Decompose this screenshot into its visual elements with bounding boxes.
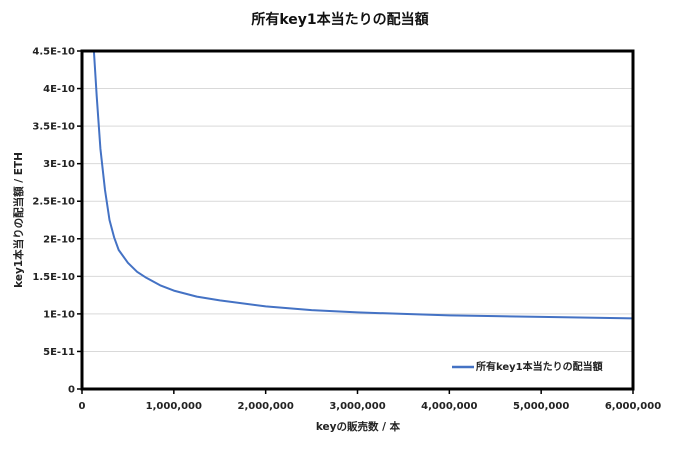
chart-title: 所有key1本当たりの配当額	[251, 11, 428, 28]
legend: 所有key1本当たりの配当額	[452, 360, 603, 373]
y-tick-label: 4E-10	[43, 84, 75, 95]
y-tick-label: 0	[68, 385, 75, 396]
y-tick-label: 2.5E-10	[32, 197, 75, 208]
x-tick-label: 3,000,000	[329, 401, 385, 412]
y-tick-label: 5E-11	[43, 347, 75, 358]
plot-area-border	[80, 49, 635, 391]
x-tick-label: 6,000,000	[605, 401, 661, 412]
y-tick-label: 3.5E-10	[32, 122, 75, 133]
x-tick-label: 5,000,000	[513, 401, 569, 412]
y-tick-label: 1E-10	[43, 309, 75, 320]
x-tick-label: 0	[79, 401, 86, 412]
x-tick-label: 4,000,000	[421, 401, 477, 412]
y-tick-label: 1.5E-10	[32, 272, 75, 283]
x-tick-label: 1,000,000	[146, 401, 202, 412]
y-tick-label: 4.5E-10	[32, 47, 75, 58]
series-line	[92, 50, 634, 320]
x-tick-label: 2,000,000	[238, 401, 294, 412]
x-axis-label: keyの販売数 / 本	[316, 420, 401, 433]
y-axis-label: key1本当りの配当額 / ETH	[12, 152, 25, 288]
legend-label: 所有key1本当たりの配当額	[476, 360, 603, 373]
y-tick-label: 3E-10	[43, 159, 75, 170]
y-tick-label: 2E-10	[43, 234, 75, 245]
